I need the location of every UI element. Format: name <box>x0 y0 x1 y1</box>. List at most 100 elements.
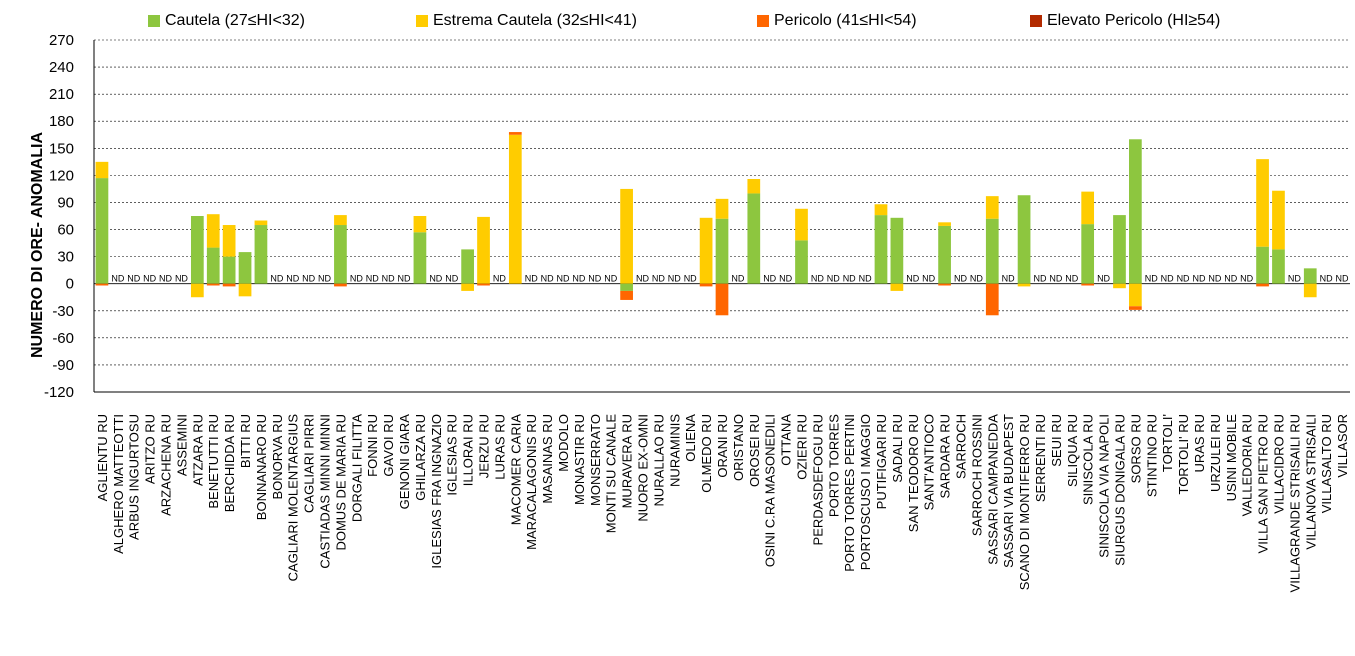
x-category-label: FONNI RU <box>365 414 380 477</box>
nd-label: ND <box>811 274 824 284</box>
x-category-label: OLMEDO RU <box>699 414 714 493</box>
y-tick-label: 90 <box>57 194 74 211</box>
nd-label: ND <box>906 274 919 284</box>
bar-pericolo-neg <box>1129 306 1142 310</box>
x-category-label: LURAS RU <box>492 414 507 480</box>
nd-label: ND <box>668 274 681 284</box>
x-category-label: ORISTANO <box>731 414 746 481</box>
x-category-label: SASSARI CAMPANEDDA <box>985 414 1000 565</box>
bar-estrema-pos <box>795 208 808 241</box>
nd-label: ND <box>652 274 665 284</box>
x-category-label: TORTOLI' <box>1160 414 1175 472</box>
x-category-label: SAN TEODORO RU <box>906 414 921 532</box>
x-category-label: OLIENA <box>683 414 698 462</box>
legend-swatch-pericolo <box>757 15 769 27</box>
nd-label: ND <box>779 274 792 284</box>
y-tick-label: -30 <box>52 303 74 320</box>
nd-label: ND <box>302 274 315 284</box>
x-category-label: ALGHERO MATTEOTTI <box>111 414 126 554</box>
nd-label: ND <box>970 274 983 284</box>
nd-label: ND <box>1192 274 1205 284</box>
nd-label: ND <box>859 274 872 284</box>
bar-estrema-neg <box>1129 283 1142 307</box>
nd-label: ND <box>159 274 172 284</box>
legend-item-pericolo: Pericolo (41≤HI<54) <box>757 12 917 30</box>
x-category-label: CAGLIARI MOLENTARGIUS <box>286 414 301 582</box>
x-category-label: VILLASALTO RU <box>1319 414 1334 513</box>
x-category-label: BENETUTTI RU <box>206 414 221 509</box>
bar-pericolo-neg <box>222 283 236 287</box>
x-category-label: VILLASOR <box>1335 414 1350 478</box>
y-tick-label: 240 <box>49 59 74 76</box>
bar-estrema-pos <box>938 222 951 226</box>
x-category-label: SARROCH <box>953 414 968 479</box>
bar-cautela-pos <box>795 240 808 284</box>
x-category-label: ARZACHENA RU <box>159 414 174 516</box>
bar-estrema-pos <box>206 214 220 248</box>
nd-label: ND <box>954 274 967 284</box>
x-category-label: SIURGUS DONIGALA RU <box>1112 414 1127 566</box>
bar-estrema-pos <box>747 178 761 194</box>
x-category-label: NURALLAO RU <box>651 414 666 506</box>
bar-cautela-pos <box>95 178 109 284</box>
nd-label: ND <box>1049 274 1062 284</box>
x-category-label: IGLESIAS RU <box>445 414 460 496</box>
x-category-label: NURAMINIS <box>667 414 682 487</box>
bar-pericolo-pos <box>508 132 522 135</box>
y-tick-label: 120 <box>49 167 74 184</box>
bar-cautela-pos <box>1256 246 1269 284</box>
x-category-label: NUORO EX-OMNI <box>636 414 651 522</box>
bar-estrema-pos <box>985 196 999 219</box>
bar-estrema-neg <box>890 283 904 291</box>
x-category-label: IGLESIAS FRA INGNAZIO <box>429 414 444 569</box>
legend: Cautela (27≤HI<32) Estrema Cautela (32≤H… <box>0 8 1355 36</box>
x-category-label: PORTO TORRES <box>826 414 841 517</box>
y-tick-label: -90 <box>52 357 74 374</box>
nd-label: ND <box>1240 274 1253 284</box>
nd-label: ND <box>588 274 601 284</box>
nd-label: ND <box>541 274 554 284</box>
y-tick-label: 180 <box>49 113 74 130</box>
nd-label: ND <box>843 274 856 284</box>
bar-pericolo-neg <box>477 283 490 286</box>
x-category-label: SCANO DI MONTIFERRO RU <box>1017 414 1032 590</box>
bar-cautela-pos <box>1272 249 1285 284</box>
x-category-label: USINI MOBILE <box>1224 414 1239 502</box>
x-category-label: MASAINAS RU <box>540 414 555 504</box>
x-category-label: ILLORAI RU <box>461 414 476 486</box>
bar-cautela-pos <box>238 252 252 284</box>
bar-cautela-pos <box>715 218 729 284</box>
bar-estrema-pos <box>1256 159 1269 247</box>
x-category-label: ATZARA RU <box>190 414 205 486</box>
nd-label: ND <box>684 274 697 284</box>
nd-label: ND <box>1065 274 1078 284</box>
bar-pericolo-neg <box>95 283 109 286</box>
nd-label: ND <box>1288 274 1301 284</box>
bar-estrema-pos <box>508 134 522 284</box>
bar-estrema-pos <box>254 220 268 226</box>
nd-label: ND <box>557 274 570 284</box>
nd-label: ND <box>827 274 840 284</box>
nd-label: ND <box>398 274 411 284</box>
bar-estrema-pos <box>1081 191 1095 225</box>
nd-label: ND <box>1161 274 1174 284</box>
x-category-label: SERRENTI RU <box>1033 414 1048 502</box>
x-category-label: ARITZO RU <box>143 414 158 484</box>
x-category-label: VILLACIDRO RU <box>1271 414 1286 514</box>
bar-cautela-pos <box>461 249 474 284</box>
x-category-label: DORGALI FILITTA <box>349 414 364 522</box>
x-category-label: MONTI SU CANALE <box>604 414 619 534</box>
bar-estrema-pos <box>413 216 427 233</box>
bar-cautela-pos <box>222 256 236 284</box>
x-category-label: VILLA SAN PIETRO RU <box>1256 414 1271 553</box>
nd-label: ND <box>1033 274 1046 284</box>
x-category-label: CASTIADAS MINNI MINNI <box>318 414 333 569</box>
x-category-label: SADALI RU <box>890 414 905 483</box>
nd-label: ND <box>525 274 538 284</box>
nd-label: ND <box>763 274 776 284</box>
bar-cautela-pos <box>1113 215 1126 284</box>
bar-pericolo-neg <box>620 290 633 300</box>
x-category-label: ORANI RU <box>715 414 730 478</box>
bar-estrema-pos <box>334 215 347 226</box>
x-category-label: MURAVERA RU <box>620 414 635 508</box>
